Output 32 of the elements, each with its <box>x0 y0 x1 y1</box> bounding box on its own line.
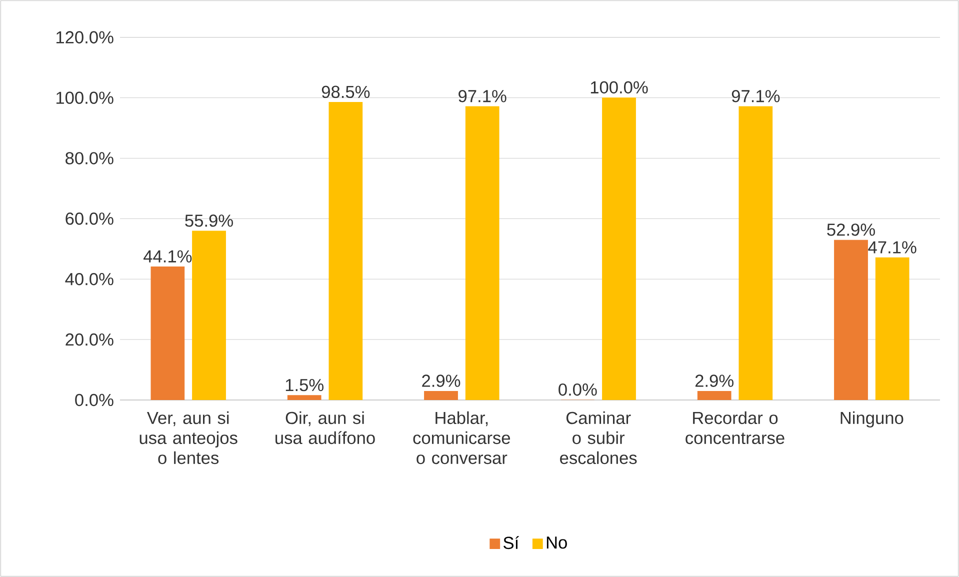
data-label: 47.1% <box>868 241 916 254</box>
data-label: 97.1% <box>458 90 506 102</box>
data-label: 2.9% <box>422 374 460 387</box>
y-tick-label: 80.0% <box>66 152 114 164</box>
data-label: 55.9% <box>185 214 233 227</box>
data-label: 52.9% <box>827 224 875 236</box>
y-tick-label: 100.0% <box>56 92 114 104</box>
bar <box>150 266 185 400</box>
x-tick-label: Ninguno <box>840 411 904 428</box>
x-tick-label: Recordar o concentrarse <box>686 411 784 444</box>
x-tick-label: Caminar o subir escalones <box>560 411 637 464</box>
y-tick-label: 120.0% <box>56 31 114 44</box>
legend-label: No <box>546 536 567 549</box>
bar <box>697 390 732 400</box>
x-tick-label: Hablar, comunicarse o conversar <box>413 411 510 464</box>
x-tick-label: Oir, aun si usa audífono <box>276 411 375 444</box>
y-tick-label: 0.0% <box>75 394 114 406</box>
bar <box>287 395 322 400</box>
bar <box>424 390 458 400</box>
legend-label: Sí <box>504 536 520 550</box>
data-label: 97.1% <box>732 90 780 102</box>
data-label: 44.1% <box>144 250 192 262</box>
y-tick-label: 40.0% <box>65 272 114 286</box>
data-label: 98.5% <box>322 86 370 98</box>
bar <box>834 240 868 400</box>
x-tick-label: Ver, aun si usa anteojos o lentes <box>140 411 238 464</box>
data-label: 0.0% <box>558 383 597 396</box>
y-tick-label: 60.0% <box>66 212 114 225</box>
data-label: 1.5% <box>286 378 324 392</box>
data-label: 100.0% <box>590 81 648 94</box>
data-label: 2.9% <box>695 374 734 387</box>
y-tick-label: 20.0% <box>66 333 114 346</box>
